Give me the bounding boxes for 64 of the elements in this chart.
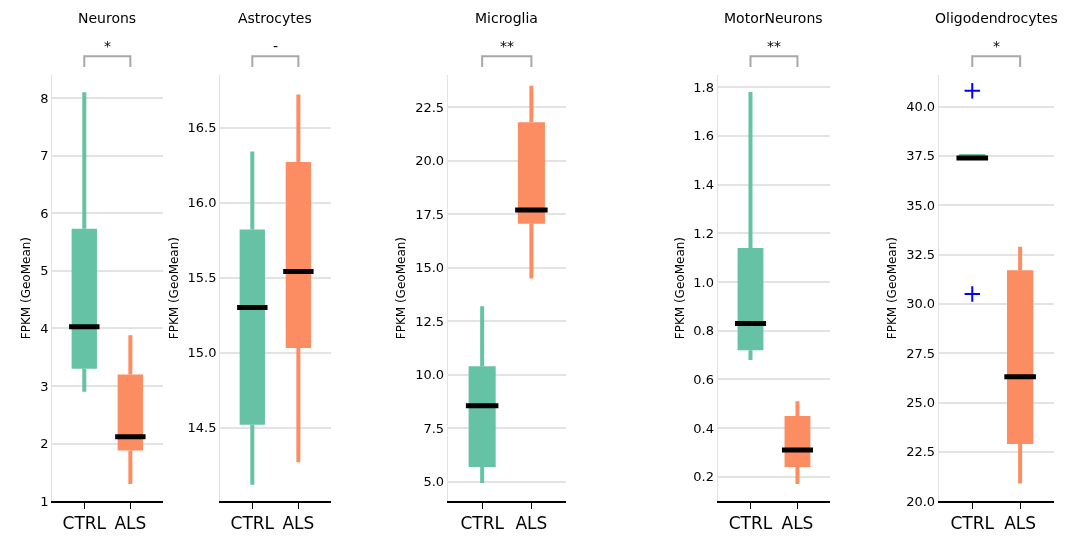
y-tick-label: 5 xyxy=(40,263,49,279)
x-tick-label: CTRL xyxy=(460,513,505,534)
x-tick-label: ALS xyxy=(114,513,147,534)
y-tick-label: 17.5 xyxy=(415,206,445,222)
y-tick-label: 1 xyxy=(40,493,49,509)
text: ** xyxy=(767,38,781,54)
y-tick-label: 4 xyxy=(40,320,49,336)
chart-title: Neurons xyxy=(78,10,137,26)
y-tick-label: 3 xyxy=(40,378,49,394)
y-tick-label: 22.5 xyxy=(415,99,445,115)
y-axis-title: FPKM (GeoMean) xyxy=(394,236,409,340)
y-tick-label: 2 xyxy=(40,436,49,452)
x-tick-label: CTRL xyxy=(230,513,275,534)
y-tick-label: 6 xyxy=(40,205,49,221)
y-tick-label: 0.6 xyxy=(693,371,715,387)
text: * xyxy=(104,38,111,54)
y-tick-label: 0.8 xyxy=(693,323,715,339)
y-tick-label: 7.5 xyxy=(423,420,445,436)
y-tick-label: 20.0 xyxy=(415,153,445,169)
y-tick-label: 14.5 xyxy=(187,420,217,436)
y-tick-label: 40.0 xyxy=(906,99,936,115)
y-axis-title: FPKM (GeoMean) xyxy=(885,236,900,340)
y-axis-title: FPKM (GeoMean) xyxy=(672,236,687,340)
y-tick-label: 10.0 xyxy=(415,367,445,383)
x-tick-label: ALS xyxy=(781,513,814,534)
y-tick-label: 35.0 xyxy=(906,197,936,213)
y-tick-label: 8 xyxy=(40,90,49,106)
y-tick-label: 15.0 xyxy=(415,260,445,276)
y-tick-label: 16.5 xyxy=(187,120,217,136)
y-axis-title: FPKM (GeoMean) xyxy=(166,236,181,340)
text: - xyxy=(273,38,279,54)
chart-title: Astrocytes xyxy=(238,10,312,26)
x-tick-label: ALS xyxy=(1004,513,1037,534)
y-tick-label: 12.5 xyxy=(415,313,445,329)
x-tick-label: ALS xyxy=(282,513,315,534)
y-tick-label: 37.5 xyxy=(906,148,936,164)
y-tick-label: 0.2 xyxy=(693,469,715,485)
y-tick-label: 5.0 xyxy=(423,474,445,490)
chart-title: MotorNeurons xyxy=(724,10,823,26)
y-tick-label: 32.5 xyxy=(906,247,936,263)
y-tick-label: 16.0 xyxy=(187,195,217,211)
y-tick-label: 7 xyxy=(40,148,49,164)
y-axis-title: FPKM (GeoMean) xyxy=(19,236,34,340)
x-tick-label: CTRL xyxy=(728,513,773,534)
y-tick-label: 1.0 xyxy=(693,274,715,290)
y-tick-label: 15.0 xyxy=(187,345,217,361)
y-tick-label: 27.5 xyxy=(906,345,936,361)
chart-title: Microglia xyxy=(475,10,538,26)
y-tick-label: 1.8 xyxy=(693,79,715,95)
y-tick-label: 30.0 xyxy=(906,296,936,312)
chart-title: Oligodendrocytes xyxy=(935,10,1058,26)
x-tick-label: CTRL xyxy=(62,513,107,534)
y-tick-label: 15.5 xyxy=(187,270,217,286)
y-tick-label: 1.2 xyxy=(693,225,715,241)
text: * xyxy=(993,38,1000,54)
y-tick-label: 1.6 xyxy=(693,128,715,144)
text: ** xyxy=(500,38,514,54)
y-tick-label: 0.4 xyxy=(693,420,715,436)
y-tick-label: 25.0 xyxy=(906,395,936,411)
x-tick-label: CTRL xyxy=(950,513,995,534)
y-tick-label: 1.4 xyxy=(693,177,715,193)
y-tick-label: 22.5 xyxy=(906,444,936,460)
y-tick-label: 20.0 xyxy=(906,493,936,509)
x-tick-label: ALS xyxy=(515,513,548,534)
